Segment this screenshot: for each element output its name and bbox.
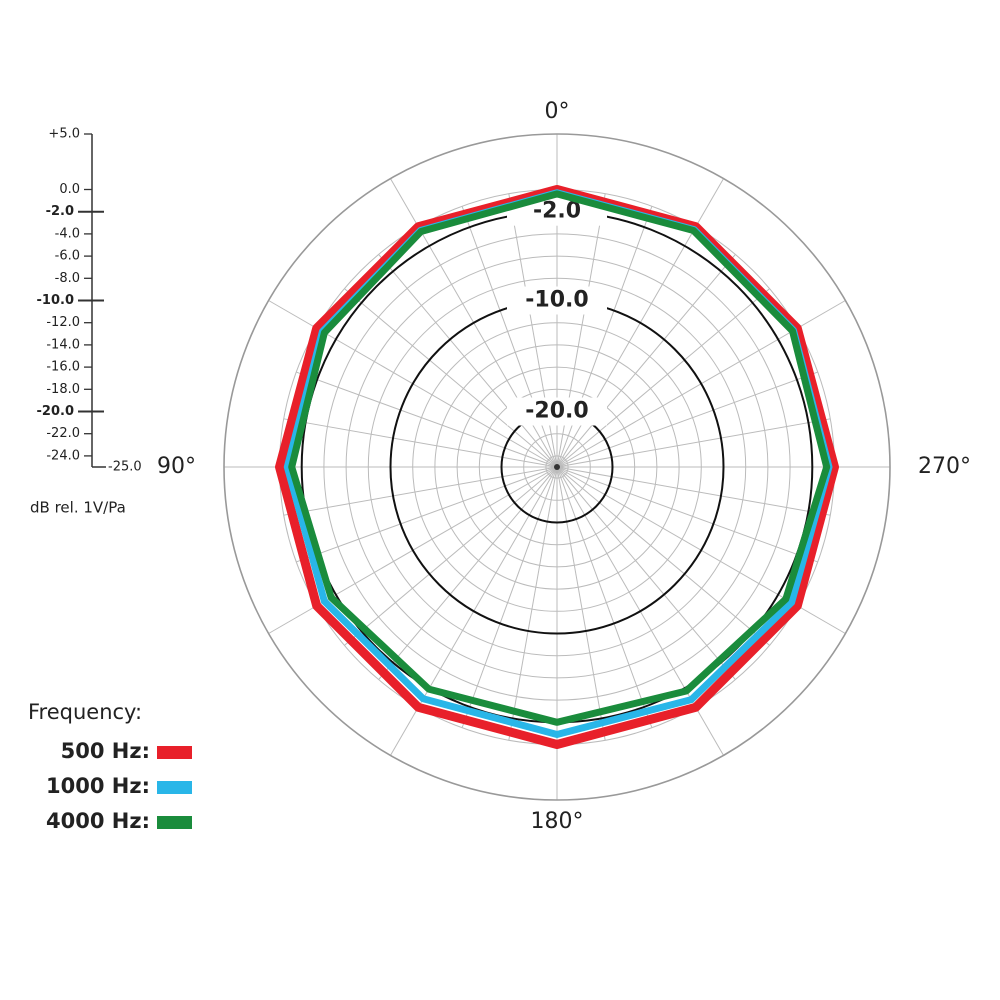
scale-label: +5.0 <box>48 127 80 142</box>
spoke <box>556 371 818 468</box>
ring-label: -20.0 <box>525 399 588 424</box>
spoke <box>556 466 818 563</box>
scale-label: -8.0 <box>55 271 80 286</box>
scale-label: -12.0 <box>46 315 80 330</box>
spoke <box>344 288 558 468</box>
scale-label: -6.0 <box>55 249 80 264</box>
series-line <box>288 190 831 726</box>
ring <box>367 277 747 657</box>
theta-label: 0° <box>545 99 570 124</box>
legend-label: 4000 Hz: <box>46 809 150 833</box>
spoke <box>283 466 558 516</box>
legend-label: 500 Hz: <box>61 739 150 763</box>
spoke <box>283 418 558 468</box>
spoke <box>461 206 558 468</box>
ring <box>456 366 658 568</box>
scale-label: -22.0 <box>46 426 80 441</box>
spoke <box>556 466 831 516</box>
legend-label: 1000 Hz: <box>46 774 150 798</box>
scale-label: -24.0 <box>46 448 80 463</box>
theta-label: 180° <box>531 809 584 834</box>
scale-label: -20.0 <box>37 404 74 419</box>
label-gap <box>507 397 607 426</box>
spoke <box>508 466 558 741</box>
ring <box>545 455 569 479</box>
scale-label: -25.0 <box>108 460 142 475</box>
outer-ring <box>223 133 891 801</box>
ring <box>478 388 636 546</box>
legend-swatch <box>157 816 192 829</box>
spoke <box>556 466 736 680</box>
ring-label: -2.0 <box>533 199 581 224</box>
spoke <box>556 254 736 468</box>
legend-title: Frequency: <box>28 700 142 724</box>
spoke <box>556 206 653 468</box>
spoke <box>556 288 770 468</box>
axis-label: dB rel. 1V/Pa <box>30 499 126 517</box>
ring <box>412 322 702 612</box>
label-gap <box>507 286 607 315</box>
ring <box>345 255 769 679</box>
spoke <box>378 466 558 680</box>
spoke <box>556 466 653 728</box>
ring <box>323 233 791 701</box>
spoke <box>344 466 558 646</box>
ring <box>434 344 680 590</box>
spoke <box>556 466 606 741</box>
ring-label: -10.0 <box>525 288 588 313</box>
spoke <box>556 418 831 468</box>
center <box>554 464 560 470</box>
scale-label: -2.0 <box>46 204 74 219</box>
theta-label: 270° <box>918 454 971 479</box>
legend-swatch <box>157 746 192 759</box>
ring <box>523 433 591 501</box>
spoke <box>296 466 558 563</box>
scale-label: -10.0 <box>37 293 74 308</box>
scale-label: -16.0 <box>46 360 80 375</box>
series-line <box>275 185 839 749</box>
spoke <box>461 466 558 728</box>
theta-label: 90° <box>157 454 196 479</box>
legend-swatch <box>157 781 192 794</box>
scale-label: -14.0 <box>46 337 80 352</box>
spoke <box>296 371 558 468</box>
scale-label: -4.0 <box>55 226 80 241</box>
spoke <box>556 466 770 646</box>
spoke <box>378 254 558 468</box>
scale-label: -18.0 <box>46 382 80 397</box>
scale-label: 0.0 <box>59 182 80 197</box>
